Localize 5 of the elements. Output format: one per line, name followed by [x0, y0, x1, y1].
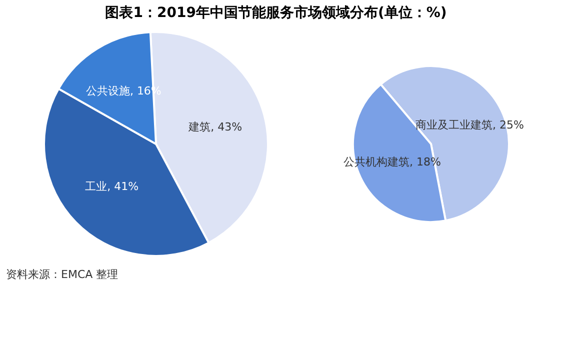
slice-label: 工业, 41% — [85, 180, 139, 193]
text: 资料来源：EMCA 整理 — [6, 268, 118, 281]
slice-label: 商业及工业建筑, 25% — [416, 118, 524, 132]
slice-label: 建筑, 43% — [188, 120, 242, 134]
chart-title: 图表1：2019年中国节能服务市场领域分布(单位：%) — [105, 4, 447, 21]
